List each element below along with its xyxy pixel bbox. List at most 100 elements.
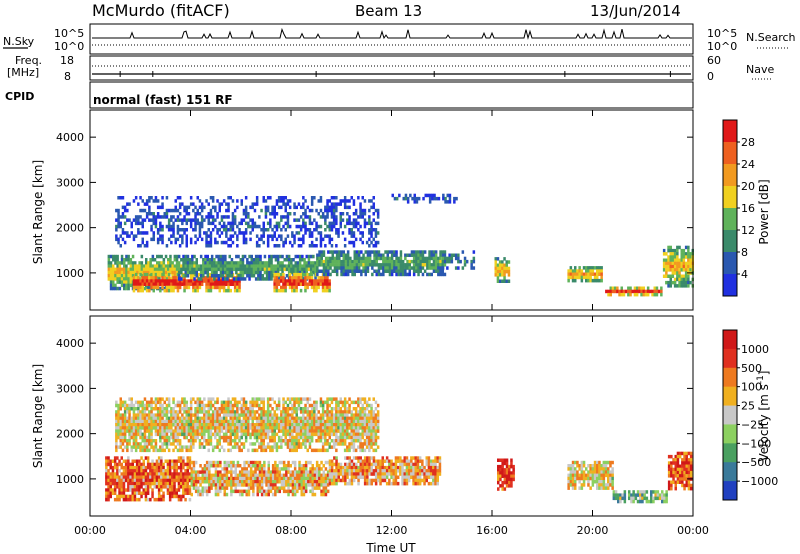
heatmap-cell	[607, 476, 610, 481]
heatmap-cell	[176, 439, 180, 443]
heatmap-cell	[156, 407, 160, 411]
heatmap-cell	[244, 228, 248, 232]
heatmap-cell	[253, 224, 257, 229]
heatmap-cell	[140, 465, 143, 470]
heatmap-cell	[257, 277, 260, 281]
heatmap-cell	[374, 240, 378, 245]
heatmap-cell	[278, 470, 281, 474]
heatmap-cell	[681, 451, 684, 456]
heatmap-cell	[131, 488, 134, 492]
heatmap-cell	[207, 426, 210, 430]
heatmap-cell	[377, 263, 381, 267]
heatmap-cell	[247, 483, 251, 487]
heatmap-cell	[146, 488, 150, 492]
heatmap-cell	[357, 456, 360, 460]
heatmap-cell	[335, 250, 339, 254]
heatmap-cell	[238, 464, 242, 468]
heatmap-cell	[187, 212, 191, 216]
heatmap-cell	[428, 266, 431, 270]
heatmap-cell	[410, 462, 413, 467]
heatmap-cell	[296, 489, 299, 494]
heatmap-cell	[425, 459, 428, 463]
heatmap-cell	[192, 432, 195, 437]
heatmap-cell	[302, 486, 306, 490]
heatmap-cell	[234, 476, 237, 481]
heatmap-cell	[116, 261, 119, 265]
heatmap-cell	[260, 234, 263, 238]
heatmap-cell	[211, 282, 215, 286]
heatmap-cell	[600, 272, 603, 276]
heatmap-cell	[293, 470, 297, 474]
heatmap-cell	[363, 218, 367, 222]
heatmap-cell	[170, 215, 173, 219]
heatmap-cell	[585, 272, 588, 276]
heatmap-cell	[617, 493, 620, 497]
heatmap-cell	[273, 285, 276, 290]
heatmap-cell	[346, 481, 349, 486]
heatmap-cell	[178, 445, 182, 449]
heatmap-cell	[123, 435, 127, 440]
heatmap-cell	[324, 480, 328, 484]
heatmap-cell	[114, 267, 117, 272]
heatmap-cell	[368, 481, 371, 486]
heatmap-cell	[357, 481, 360, 486]
heatmap-cell	[265, 470, 268, 474]
heatmap-cell	[159, 423, 162, 427]
heatmap-cell	[670, 470, 673, 475]
heatmap-cell	[665, 268, 668, 272]
heatmap-cell	[167, 400, 171, 405]
heatmap-cell	[156, 228, 160, 232]
heatmap-cell	[218, 205, 221, 210]
heatmap-cell	[587, 266, 590, 270]
heatmap-cell	[443, 253, 447, 257]
heatmap-cell	[194, 483, 198, 487]
heatmap-cell	[425, 475, 428, 479]
heatmap-cell	[131, 475, 134, 479]
heatmap-cell	[571, 467, 575, 471]
heatmap-cell	[166, 475, 170, 479]
heatmap-cell	[276, 254, 280, 259]
heatmap-cell	[134, 267, 137, 272]
heatmap-cell	[438, 465, 442, 470]
heatmap-cell	[503, 474, 507, 478]
heatmap-cell	[207, 276, 210, 280]
heatmap-cell	[434, 259, 438, 264]
heatmap-cell	[153, 478, 156, 483]
heatmap-cell	[385, 475, 389, 479]
heatmap-cell	[388, 478, 391, 483]
heatmap-cell	[398, 193, 401, 198]
heatmap-cell	[172, 423, 175, 427]
heatmap-cell	[335, 202, 338, 206]
heatmap-cell	[107, 254, 111, 259]
heatmap-cell	[113, 485, 117, 489]
heatmap-cell	[587, 275, 590, 280]
heatmap-cell	[401, 263, 405, 267]
heatmap-cell	[346, 472, 349, 476]
heatmap-cell	[172, 276, 175, 280]
heatmap-cell	[315, 476, 319, 481]
heatmap-cell	[203, 205, 206, 210]
velocity-heatmap	[105, 397, 693, 504]
heatmap-cell	[199, 483, 202, 487]
heatmap-cell	[107, 277, 111, 281]
heatmap-cell	[222, 215, 226, 219]
heatmap-cell	[656, 496, 660, 501]
heatmap-cell	[109, 286, 113, 291]
heatmap-cell	[164, 485, 167, 489]
heatmap-cell	[142, 267, 146, 272]
heatmap-cell	[342, 250, 345, 254]
heatmap-cell	[118, 497, 121, 502]
heatmap-cell	[194, 413, 197, 417]
heatmap-cell	[310, 244, 314, 248]
heatmap-cell	[384, 263, 387, 267]
heatmap-cell	[132, 407, 136, 411]
heatmap-cell	[163, 400, 166, 405]
heatmap-cell	[111, 465, 115, 470]
heatmap-cell	[282, 460, 286, 465]
heatmap-cell	[188, 497, 192, 502]
heatmap-cell	[209, 279, 213, 283]
heatmap-cell	[674, 467, 677, 472]
heatmap-cell	[350, 240, 353, 245]
heatmap-cell	[681, 477, 684, 481]
heatmap-cell	[155, 465, 159, 470]
